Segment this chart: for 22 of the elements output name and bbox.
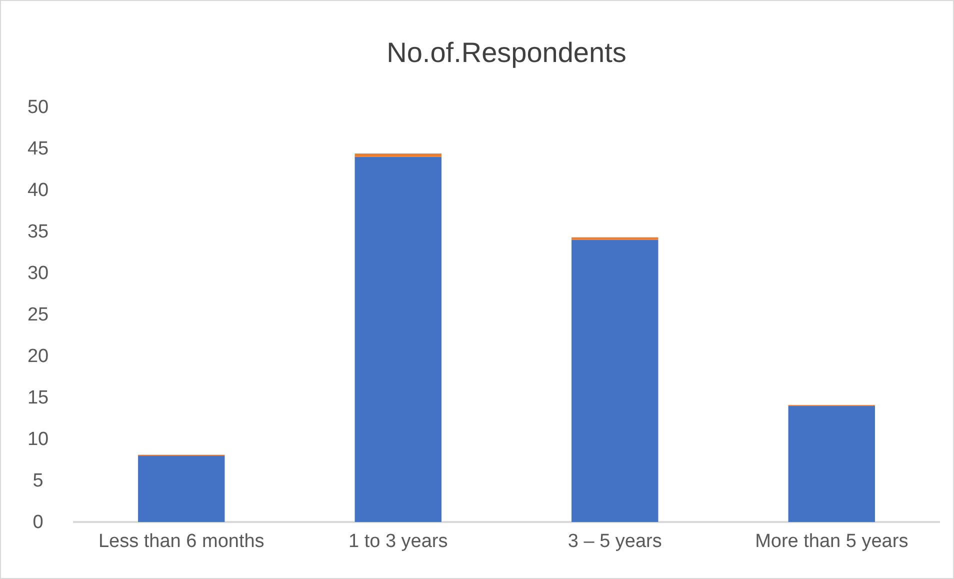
bar bbox=[572, 240, 658, 522]
y-tick-label: 30 bbox=[27, 263, 49, 284]
y-tick-label: 35 bbox=[27, 222, 49, 243]
y-tick-label: 10 bbox=[27, 429, 49, 450]
y-tick-label: 45 bbox=[27, 138, 49, 160]
x-tick-label: 1 to 3 years bbox=[348, 531, 448, 552]
y-tick-label: 0 bbox=[32, 512, 44, 534]
y-tick-label: 20 bbox=[27, 346, 49, 368]
y-tick-label: 15 bbox=[27, 388, 49, 409]
chart-title: No.of.Respondents bbox=[386, 37, 626, 68]
bar bbox=[788, 406, 875, 522]
x-tick-label: Less than 6 months bbox=[98, 531, 264, 552]
bar bbox=[138, 456, 225, 522]
x-tick-label: More than 5 years bbox=[755, 531, 908, 552]
bar bbox=[354, 153, 442, 157]
bar bbox=[354, 156, 442, 522]
y-tick-label: 50 bbox=[27, 97, 49, 118]
y-tick-label: 5 bbox=[32, 470, 44, 492]
y-tick-label: 40 bbox=[27, 180, 49, 202]
x-tick-label: 3 – 5 years bbox=[568, 531, 662, 552]
bar bbox=[572, 237, 658, 240]
y-tick-label: 25 bbox=[27, 304, 49, 326]
